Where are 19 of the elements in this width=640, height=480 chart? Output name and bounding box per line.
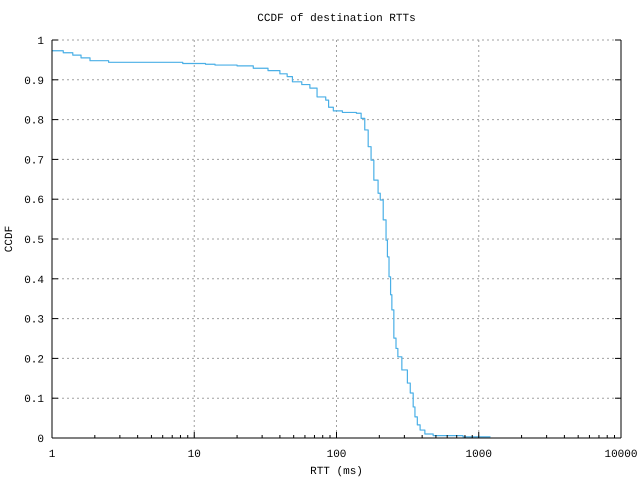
y-tick-label: 0.5 [24, 235, 44, 247]
y-tick-label: 0.3 [24, 314, 44, 327]
x-tick-label: 100 [326, 449, 346, 461]
x-tick-label: 1 [48, 449, 56, 461]
x-tick-label: 10000 [604, 449, 638, 461]
x-axis-title: RTT (ms) [310, 466, 363, 478]
x-tick-label: 10 [188, 449, 201, 461]
y-tick-label: 0.6 [24, 195, 44, 208]
y-tick-label: 0.1 [24, 394, 44, 406]
y-tick-label: 0.4 [24, 274, 44, 287]
x-tick-label: 1000 [466, 449, 492, 461]
y-tick-label: 0 [37, 434, 44, 446]
chart-title: CCDF of destination RTTs [256, 12, 417, 26]
y-tick-label: 0.8 [24, 116, 44, 128]
y-tick-label: 1 [37, 36, 44, 48]
y-axis-title: CCDF [4, 226, 16, 252]
y-tick-label: 0.2 [24, 354, 44, 366]
y-tick-label: 0.7 [24, 155, 44, 168]
y-tick-label: 0.9 [24, 76, 44, 88]
